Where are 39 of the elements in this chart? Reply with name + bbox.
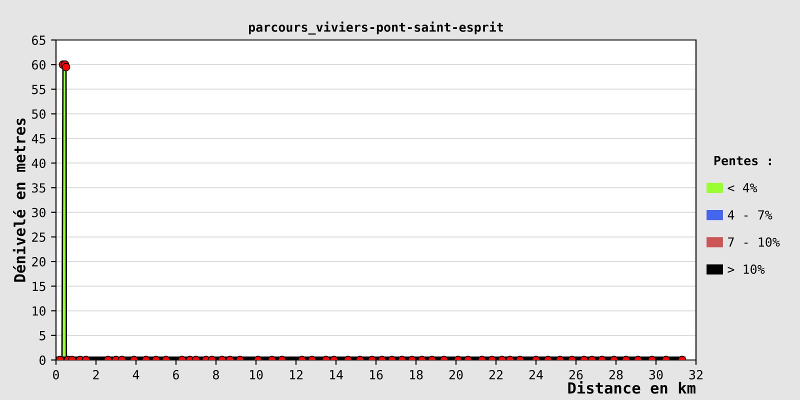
y-tick-label: 25 [32,232,46,242]
x-tick-label: 22 [489,370,502,380]
legend-label: 4 - 7% [728,210,772,220]
y-tick-label: 60 [32,60,46,70]
x-tick-label: 6 [173,370,179,380]
x-axis-title: Distance en km [568,381,696,394]
y-tick-label: 55 [32,84,46,94]
x-tick-label: 2 [93,370,99,380]
x-tick-label: 32 [689,370,702,380]
y-tick-label: 65 [32,36,46,45]
x-tick-label: 4 [132,370,140,380]
x-tick-label: 8 [213,370,219,380]
legend-label: > 10% [728,264,765,274]
y-tick-label: 30 [32,208,46,218]
x-tick-label: 10 [250,370,263,380]
y-tick-label: 35 [32,183,46,193]
y-tick-label: 10 [32,306,46,316]
legend-label: 7 - 10% [728,237,780,247]
y-tick-label: 50 [32,109,46,119]
legend-title: Pentes : [714,156,771,166]
x-tick-label: 24 [529,370,543,380]
x-tick-label: 30 [649,370,663,380]
x-tick-label: 28 [609,370,623,380]
y-tick-label: 5 [40,331,46,340]
y-tick-label: 15 [32,282,46,292]
y-tick-label: 0 [40,356,46,365]
x-tick-label: 20 [449,370,463,380]
x-tick-label: 12 [290,370,302,380]
x-tick-label: 18 [410,370,423,380]
x-tick-label: 14 [330,370,343,380]
y-tick-label: 40 [32,158,46,168]
x-tick-label: 0 [53,370,59,380]
y-tick-label: 45 [32,134,46,144]
x-tick-label: 16 [370,370,383,380]
y-axis-title: Dénivelé en metres [12,118,26,282]
x-tick-label: 26 [569,370,583,380]
y-tick-label: 20 [32,257,46,266]
chart-title: parcours_viviers-pont-saint-esprit [248,22,503,35]
legend-label: < 4% [728,183,758,192]
